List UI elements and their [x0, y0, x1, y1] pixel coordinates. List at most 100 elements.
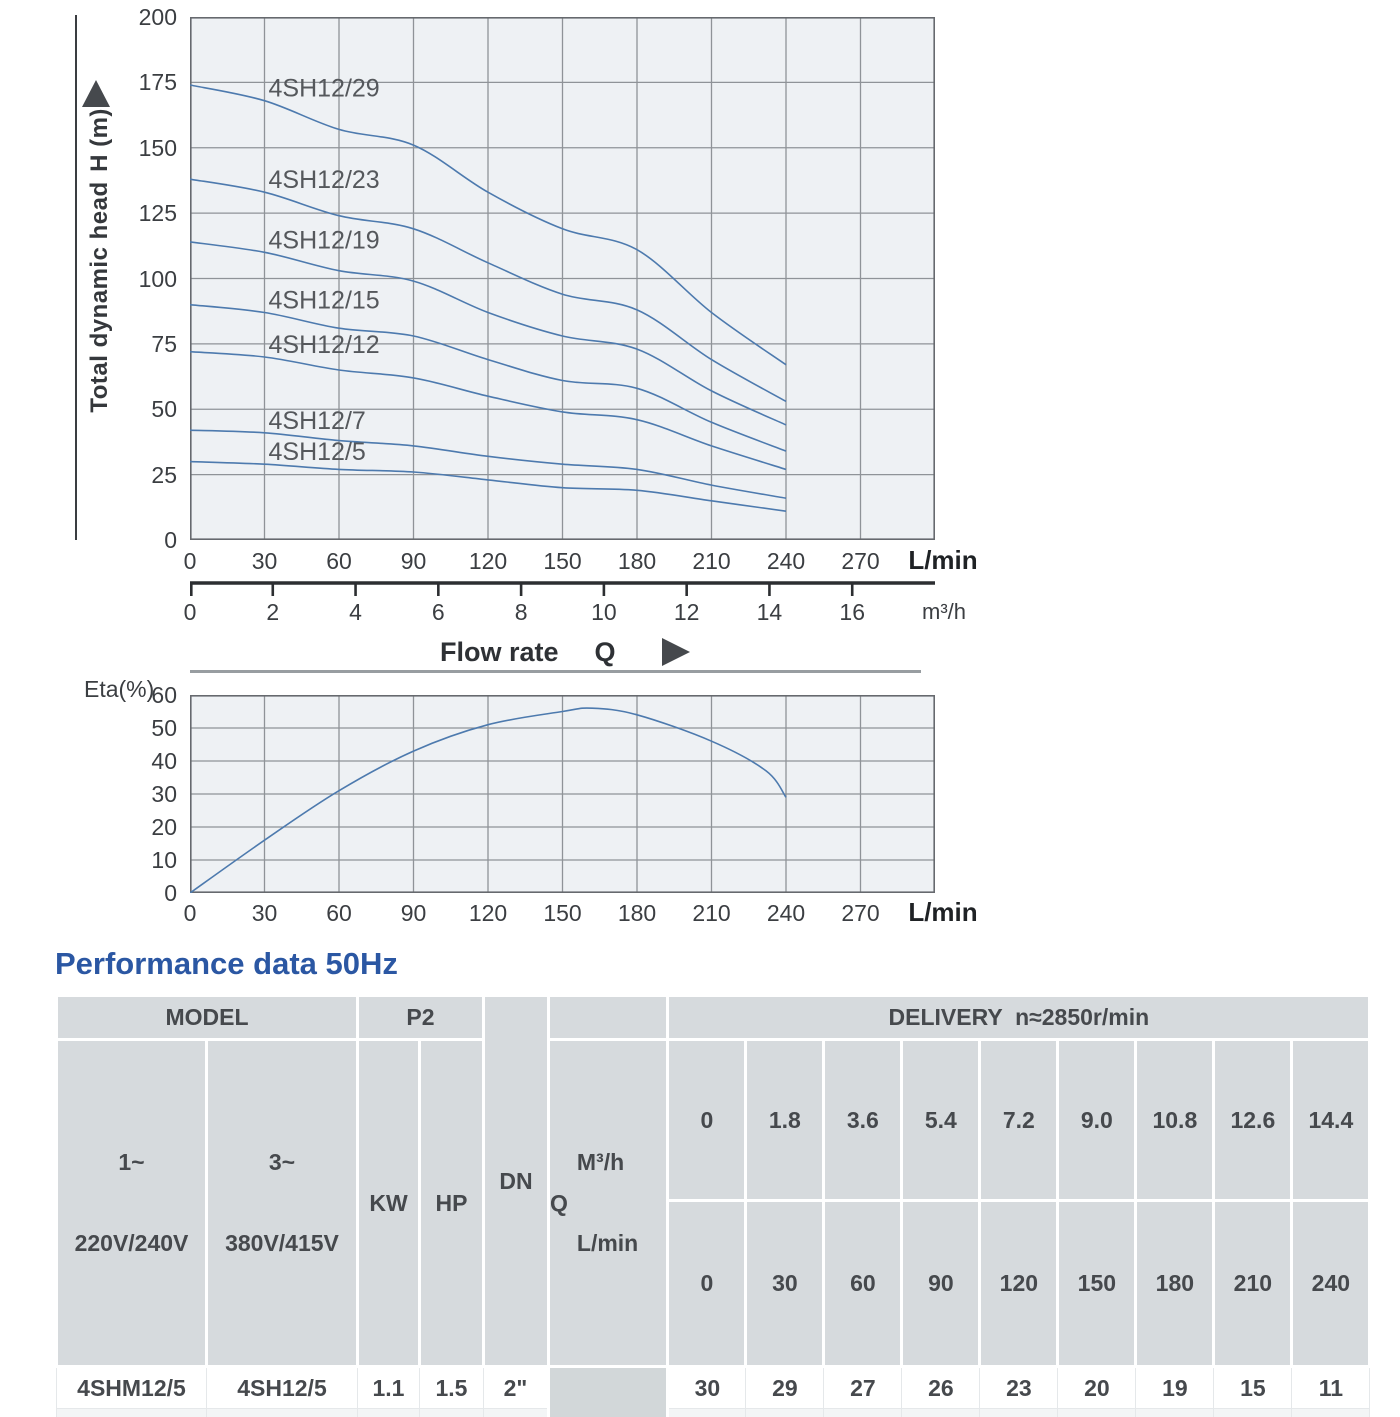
curve-label: 4SH12/12 — [269, 331, 380, 359]
x2-tick-label: 16 — [839, 599, 866, 625]
header-row-3: 0 30 60 90 120 150 180 210 240 — [57, 1199, 1372, 1368]
hp-cell: 1.5 — [419, 1366, 484, 1409]
curve-4SH12/5 — [190, 460, 787, 512]
eta-y-tick-label: 0 — [164, 880, 177, 906]
delivery-value-cell: 38 — [823, 1408, 903, 1417]
eta-x-tick-label: 240 — [766, 900, 806, 926]
plot-border — [190, 17, 935, 540]
m3h-value-cell: 0 — [666, 1037, 748, 1203]
lmin-value-cell: 30 — [744, 1199, 826, 1368]
lmin-value-cell: 120 — [978, 1199, 1060, 1368]
y-tick-label: 175 — [138, 69, 177, 96]
phase1-label: 1~ — [118, 1149, 145, 1175]
x2-tick-label: 8 — [514, 599, 528, 625]
eta-x-tick-label: 30 — [251, 900, 278, 926]
kw-cell: 1.5 — [357, 1408, 420, 1417]
curve-label: 4SH12/29 — [269, 75, 380, 103]
x2-tick-label: 4 — [349, 599, 362, 625]
eta-x-tick-label: 270 — [841, 900, 880, 926]
eta-x-tick-label: 0 — [183, 900, 197, 926]
eta-plot — [190, 695, 935, 893]
y-tick-label: 50 — [151, 396, 177, 423]
phase3-label: 3~ — [268, 1149, 296, 1175]
x-tick-label: 150 — [543, 548, 582, 574]
model-1ph-cell: 4SHM12/7 — [56, 1408, 207, 1417]
q-label: Q — [550, 1189, 568, 1216]
lmin-value-cell: 210 — [1212, 1199, 1294, 1368]
x-tick-label: 240 — [766, 548, 806, 574]
plot-border — [190, 695, 935, 893]
hp-cell: 2 — [419, 1408, 484, 1417]
x2-tick-label: 0 — [183, 599, 197, 625]
eta-y-tick-label: 10 — [151, 847, 177, 873]
x-unit-m3h: m³/h — [922, 599, 966, 624]
model-3ph-cell: 4SH12/5 — [206, 1366, 358, 1409]
delivery-value-cell: 42 — [667, 1408, 747, 1417]
p2-header: P2 — [356, 994, 485, 1041]
x2-tick-label: 12 — [673, 599, 700, 625]
m3h-value-cell: 14.4 — [1290, 1037, 1372, 1203]
delivery-value-cell: 19 — [1135, 1366, 1215, 1409]
lmin-value-cell: 150 — [1056, 1199, 1138, 1368]
curve-4SH12/12 — [190, 350, 787, 471]
delivery-value-cell: 23 — [979, 1366, 1059, 1409]
x2-tick-label: 2 — [266, 599, 280, 625]
phase3-voltage: 380V/415V — [225, 1230, 339, 1256]
kw-header: KW — [356, 1038, 421, 1368]
model-header: MODEL — [55, 994, 359, 1041]
m3h-value-cell: 9.0 — [1056, 1037, 1138, 1203]
q-header-cell: Q M³/h L/min — [546, 1038, 670, 1368]
eta-x-tick-label: 120 — [468, 900, 508, 926]
delivery-value-cell: 16 — [1291, 1408, 1371, 1417]
y-tick-label: 100 — [138, 265, 177, 292]
page-title: Performance data 50Hz — [55, 946, 398, 981]
model-1ph-cell: 4SHM12/5 — [56, 1366, 207, 1409]
x-unit-lmin: L/min — [908, 545, 978, 575]
up-arrow-icon — [82, 80, 110, 107]
x-tick-label: 270 — [841, 548, 880, 574]
model-1ph-header: 1~ 220V/240V — [55, 1038, 208, 1368]
curve-label: 4SH12/23 — [269, 166, 380, 194]
curve-label: 4SH12/7 — [269, 407, 366, 435]
x-tick-label: 210 — [692, 548, 731, 574]
m3h-value-cell: 10.8 — [1134, 1037, 1216, 1203]
y-axis-rule — [75, 15, 77, 540]
eta-y-tick-label: 60 — [151, 682, 177, 708]
right-arrow-icon — [661, 638, 690, 666]
eta-curve — [190, 707, 787, 893]
y-tick-label: 25 — [151, 461, 177, 488]
q-header-spacer — [546, 994, 670, 1041]
eta-x-tick-label: 150 — [543, 900, 582, 926]
y-tick-label: 200 — [138, 4, 177, 30]
hp-header: HP — [418, 1038, 485, 1368]
secondary-axis-m3h — [190, 581, 935, 596]
x-tick-label: 90 — [400, 548, 427, 574]
curve-label: 4SH12/5 — [269, 438, 366, 466]
curve-4SH12/7 — [190, 429, 787, 499]
curve-label: 4SH12/15 — [269, 286, 380, 314]
header-row-2: 1~ 220V/240V 3~ 380V/415V KW HP Q M³/h L… — [55, 1037, 1372, 1368]
eta-y-tick-label: 50 — [151, 715, 177, 741]
delivery-value-cell: 32 — [979, 1408, 1059, 1417]
delivery-value-cell: 21 — [1213, 1408, 1293, 1417]
lmin-label: L/min — [576, 1230, 639, 1256]
y-tick-label: 125 — [138, 200, 177, 227]
x2-tick-label: 14 — [756, 599, 783, 625]
kw-cell: 1.1 — [357, 1366, 420, 1409]
dn-header: DN — [482, 994, 550, 1368]
curve-4SH12/19 — [190, 241, 787, 426]
eta-unit-lmin: L/min — [908, 897, 978, 927]
delivery-value-cell: 20 — [1057, 1366, 1137, 1409]
y-tick-label: 75 — [151, 330, 177, 357]
m3h-value-cell: 3.6 — [822, 1037, 904, 1203]
lmin-value-cell: 180 — [1134, 1199, 1216, 1368]
delivery-value-cell: 29 — [745, 1366, 825, 1409]
performance-table: MODEL P2 DN DELIVERY n≈2850r/min 1~ 220V… — [55, 994, 1372, 1417]
x-tick-label: 30 — [251, 548, 278, 574]
delivery-value-cell: 27 — [1135, 1408, 1215, 1417]
delivery-value-cell: 41 — [745, 1408, 825, 1417]
